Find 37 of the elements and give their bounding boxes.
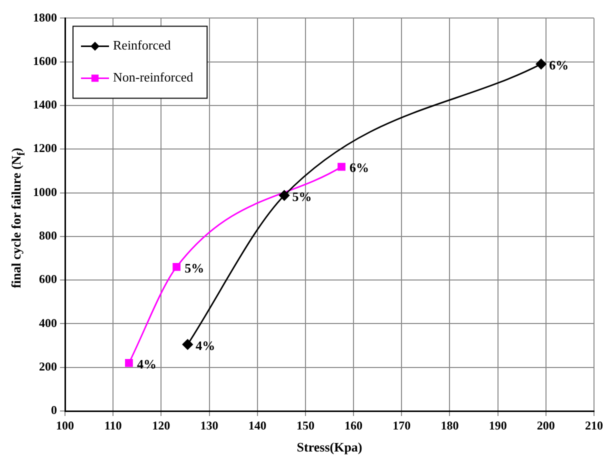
x-tick-label: 210 — [585, 418, 603, 432]
annotation: 5% — [184, 260, 204, 276]
y-tick-label: 600 — [39, 272, 57, 286]
y-tick-label: 0 — [51, 403, 57, 418]
x-tick-label: 110 — [104, 418, 122, 432]
y-tick-label: 1800 — [33, 10, 57, 24]
x-tick-label: 130 — [200, 418, 218, 432]
x-tick-label: 190 — [488, 418, 507, 432]
y-tick-label: 1000 — [33, 184, 57, 199]
point — [279, 190, 290, 201]
x-tick-label: 200 — [536, 418, 555, 432]
y-tick-label: 1400 — [33, 98, 57, 112]
y-tick-label: 1600 — [33, 54, 57, 68]
y-tick-label: 200 — [39, 359, 57, 374]
x-axis-title: Stress(Kpa) — [296, 440, 362, 455]
point — [172, 263, 181, 271]
x-tick-label: 170 — [392, 418, 411, 432]
annotation: 4% — [136, 356, 156, 372]
point — [182, 339, 193, 350]
x-tick-label: 160 — [344, 418, 363, 432]
x-tick-label: 100 — [56, 418, 74, 432]
x-tick-label: 120 — [152, 418, 170, 432]
y-tick-label: 400 — [39, 316, 57, 330]
point — [536, 58, 546, 70]
x-tick-label: 150 — [296, 418, 314, 432]
x-tick-label: 140 — [248, 418, 266, 432]
annotation: 6% — [549, 57, 569, 72]
legend-label: Non-reinforced — [113, 70, 194, 85]
y-tick-label: 1200 — [33, 141, 57, 156]
y-tick-label: 800 — [39, 228, 57, 243]
annotation: 5% — [292, 188, 312, 204]
point — [125, 359, 133, 367]
annotation: 6% — [350, 160, 370, 176]
legend-label: Reinforced — [113, 38, 172, 53]
annotation: 4% — [196, 338, 216, 353]
point — [338, 162, 346, 171]
x-tick-label: 180 — [440, 418, 459, 432]
